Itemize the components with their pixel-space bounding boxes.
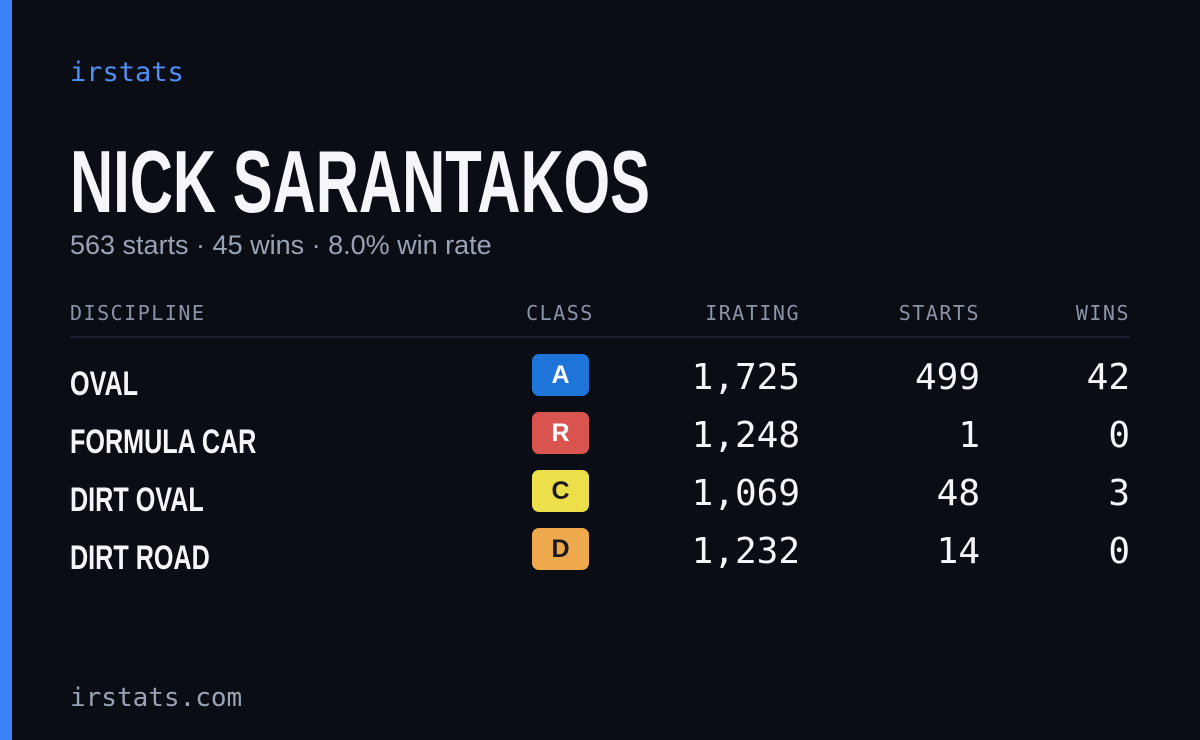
player-name: NICK SARANTAKOS bbox=[70, 134, 650, 224]
starts: 1 bbox=[958, 415, 980, 456]
discipline: FORMULA CAR bbox=[70, 423, 257, 461]
column-header: IRATING bbox=[705, 301, 800, 325]
wins: 0 bbox=[1108, 415, 1130, 456]
player-summary: 563 starts · 45 wins · 8.0% win rate bbox=[70, 230, 492, 260]
irating: 1,725 bbox=[691, 357, 800, 398]
column-header: CLASS bbox=[526, 301, 594, 325]
wins: 3 bbox=[1108, 473, 1130, 514]
starts: 48 bbox=[936, 473, 980, 514]
column-header: WINS bbox=[1075, 301, 1130, 325]
column-header: STARTS bbox=[898, 301, 980, 325]
discipline: OVAL bbox=[70, 365, 139, 403]
starts: 14 bbox=[936, 531, 980, 572]
wins: 0 bbox=[1108, 531, 1130, 572]
class-badge: R bbox=[532, 412, 589, 454]
discipline: DIRT OVAL bbox=[70, 481, 204, 519]
class-badge: A bbox=[532, 354, 589, 396]
discipline: DIRT ROAD bbox=[70, 539, 210, 577]
irating: 1,069 bbox=[691, 473, 800, 514]
starts: 499 bbox=[914, 357, 980, 398]
header-rule bbox=[70, 336, 1130, 338]
irating: 1,232 bbox=[691, 531, 800, 572]
accent-stripe bbox=[0, 0, 12, 740]
brand: irstats bbox=[70, 57, 184, 88]
wins: 42 bbox=[1086, 357, 1130, 398]
irating: 1,248 bbox=[691, 415, 800, 456]
player-name-box: NICK SARANTAKOS bbox=[70, 134, 650, 224]
class-badge: D bbox=[532, 528, 589, 570]
footer-url: irstats.com bbox=[70, 683, 243, 713]
class-badge: C bbox=[532, 470, 589, 512]
column-header: DISCIPLINE bbox=[70, 301, 206, 325]
